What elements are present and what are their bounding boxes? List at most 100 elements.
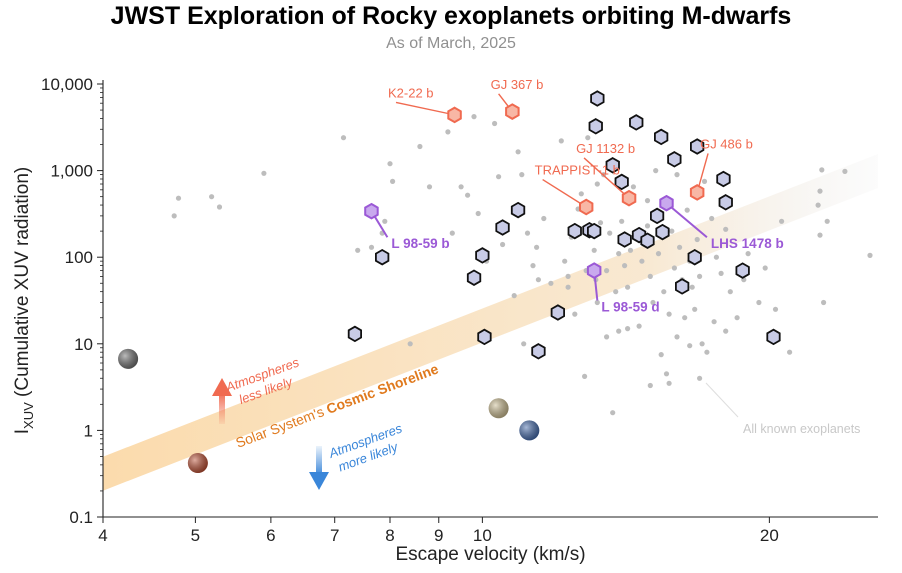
jwst-targets-layer: [347, 90, 781, 360]
axes-layer: 4 5 6 7 8 9 10 20 0.1 1 10 100 1,000 10,000 Escape vel…: [12, 75, 878, 565]
jwst-target-hexagon: [495, 219, 510, 236]
down-arrow-shaft: [316, 446, 322, 476]
highlight-label: GJ 486 b: [700, 136, 753, 151]
jwst-target-hexagon: [766, 328, 781, 346]
highlighted-planets-layer: K2-22 b GJ 367 b TRAPPIST-1 b GJ 1132 b GJ 4…: [364, 77, 784, 314]
known-exoplanet-point: [572, 311, 578, 317]
shoreline-layer: [103, 154, 878, 491]
highlight-label: TRAPPIST-1 b: [535, 163, 620, 178]
known-exoplanet-point: [697, 273, 703, 279]
known-exoplanet-point: [762, 265, 768, 271]
highlight-leader-line: [395, 101, 455, 116]
known-exoplanet-point: [677, 244, 683, 250]
known-exoplanet-point: [666, 311, 672, 317]
known-exoplanet-point: [471, 114, 477, 120]
known-exoplanet-point: [534, 244, 540, 250]
known-exoplanet-point: [387, 161, 393, 167]
known-exoplanet-point: [625, 326, 631, 332]
known-exoplanet-point: [209, 194, 215, 200]
known-exoplanet-point: [824, 218, 830, 224]
known-exoplanet-point: [449, 230, 455, 236]
known-exoplanet-point: [616, 251, 622, 257]
known-exoplanet-point: [355, 247, 361, 253]
known-exoplanet-point: [713, 254, 720, 260]
known-exoplanet-point: [524, 230, 531, 236]
jwst-target-hexagon: [567, 222, 582, 240]
cosmic-shoreline-band: [103, 154, 878, 491]
jwst-target-hexagon: [718, 194, 733, 211]
known-exoplanet-point: [711, 319, 717, 325]
known-exoplanet-point: [867, 252, 873, 258]
known-exoplanet-point: [541, 215, 547, 222]
known-exoplanet-point: [558, 138, 564, 144]
known-exoplanet-point: [647, 273, 653, 279]
y-axis-title-subscript: XUV: [21, 402, 36, 429]
known-exoplanet-point: [616, 328, 622, 334]
jwst-target-hexagon: [510, 201, 526, 219]
planet-mars-icon: [187, 453, 208, 474]
known-exoplanet-point: [500, 241, 506, 248]
known-exoplanet-point: [666, 380, 672, 386]
known-exoplanet-point: [591, 247, 597, 253]
known-exoplanet-point: [613, 289, 619, 295]
known-exoplanet-point: [610, 410, 616, 416]
known-exoplanet-point: [627, 247, 634, 253]
jwst-target-hexagon: [629, 114, 644, 131]
known-exoplanet-point: [475, 210, 481, 217]
highlight-hexagon: [689, 184, 705, 201]
known-exoplanet-point: [644, 198, 651, 204]
known-exoplanet-point: [674, 334, 680, 340]
jwst-target-hexagon: [614, 173, 629, 191]
planet-mercury-icon: [118, 348, 139, 369]
planet-shade: [118, 348, 139, 369]
known-exoplanet-point: [261, 170, 267, 176]
y-axis-title-rest: (Cumulative XUV radiation): [12, 167, 33, 402]
known-exoplanet-point: [819, 167, 825, 173]
known-exoplanet-point: [465, 192, 471, 198]
known-exoplanet-point: [216, 204, 223, 210]
known-exoplanet-point: [842, 168, 848, 174]
highlight-hexagon: [621, 189, 637, 207]
known-exoplanet-point: [619, 218, 625, 224]
atmospheres-more-likely-label: Atmospheresmore likely: [326, 420, 410, 476]
x-tick-label: 7: [330, 526, 339, 545]
known-exoplanet-point: [692, 306, 698, 312]
known-exoplanet-point: [694, 236, 700, 243]
y-axis-title: IXUV (Cumulative XUV radiation): [12, 167, 36, 435]
jwst-target-hexagon: [654, 128, 669, 146]
known-exoplanet-point: [594, 299, 600, 306]
known-exoplanet-point: [709, 215, 715, 222]
chart-title: JWST Exploration of Rocky exoplanets orb…: [110, 2, 792, 30]
jwst-target-hexagon: [675, 278, 690, 295]
known-exoplanet-point: [515, 149, 521, 155]
planet-shade: [488, 398, 509, 419]
known-exoplanet-point: [723, 328, 729, 334]
known-exoplanet-point: [511, 293, 517, 299]
known-exoplanet-point: [445, 129, 451, 135]
jwst-target-hexagon: [605, 157, 620, 174]
known-exoplanet-point: [492, 120, 498, 127]
known-exoplanet-point: [704, 349, 710, 355]
known-exoplanet-point: [815, 202, 821, 208]
jwst-target-hexagon: [475, 247, 490, 264]
up-arrow-shaft: [219, 392, 225, 424]
known-exoplanet-point: [597, 220, 604, 226]
jwst-target-hexagon: [617, 231, 632, 248]
jwst-target-hexagon: [588, 118, 603, 135]
known-exoplanet-point: [562, 258, 568, 264]
known-exoplanet-point: [594, 181, 600, 187]
jwst-target-hexagon: [687, 248, 702, 266]
highlight-label: L 98-59 b: [391, 236, 449, 251]
known-exoplanet-point: [723, 226, 729, 232]
known-exoplanet-point: [661, 289, 667, 295]
known-exoplanet-point: [622, 263, 628, 269]
known-exoplanet-point: [417, 143, 423, 150]
planet-earth-icon: [519, 420, 540, 441]
y-axis-title-main: I: [12, 429, 33, 434]
known-exoplanet-point: [745, 251, 751, 257]
highlight-label: LHS 1478 b: [711, 236, 784, 251]
x-tick-label: 5: [191, 526, 200, 545]
down-arrow-head: [309, 472, 329, 490]
known-exoplanet-point: [821, 299, 827, 306]
